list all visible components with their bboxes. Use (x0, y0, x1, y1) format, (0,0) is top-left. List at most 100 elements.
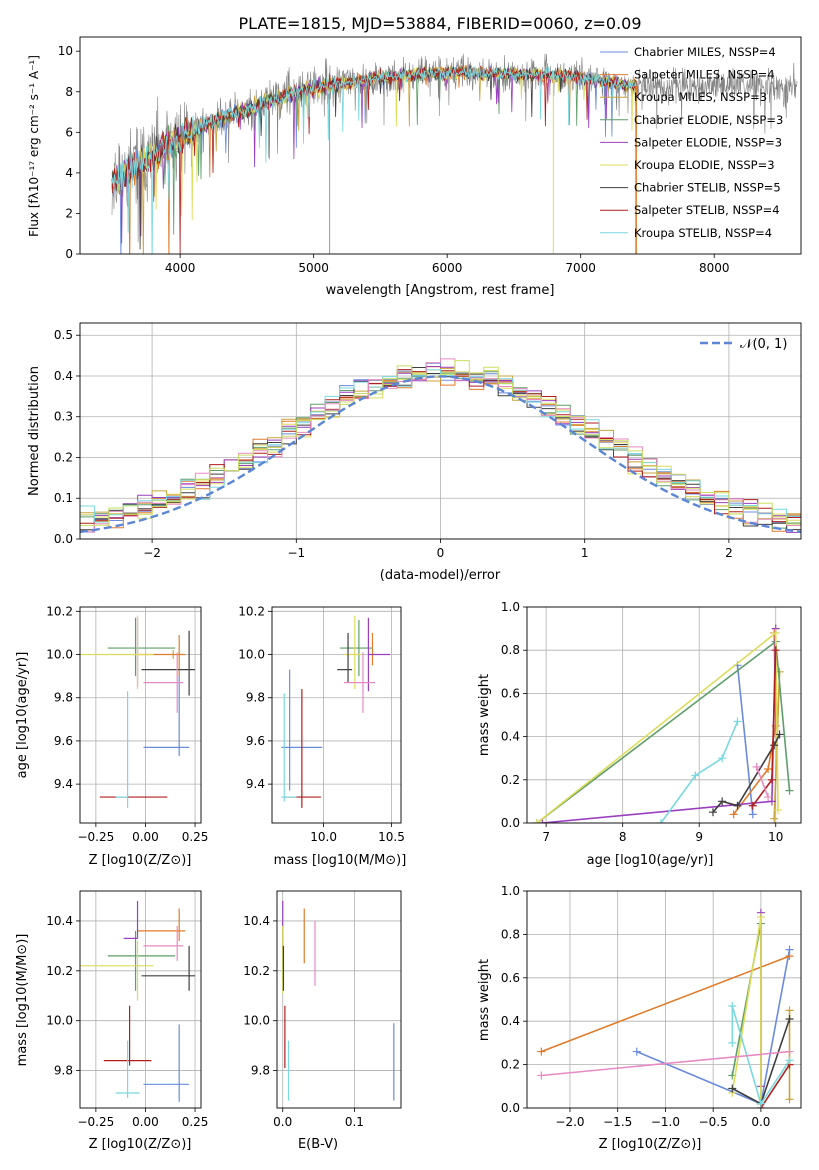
legend-label: Salpeter ELODIE, NSSP=3 (634, 135, 782, 149)
y-tick-label: 10 (58, 44, 73, 58)
residuals-plot: −2 −1 0 1 2 0.0 0.1 0.2 0.3 0.4 0.5 𝒩(0, 1) (54, 322, 802, 560)
errorbar-point (107, 930, 176, 991)
weight-marker (537, 1047, 546, 1056)
y-tick-label: 4 (65, 166, 73, 180)
mass-age-plot: 10.0 10.5 9.4 9.6 9.8 10.0 10.2 (238, 604, 405, 844)
weight-marker (728, 1038, 737, 1047)
ebv-mass-xlabel: E(B-V) (298, 1137, 338, 1152)
y-tick-label: 0.4 (54, 369, 73, 383)
errorbar-point (143, 652, 184, 713)
weight-marker (785, 1095, 794, 1104)
weight-marker (756, 913, 765, 922)
weight-marker (748, 810, 757, 819)
weight-marker (733, 801, 742, 810)
plot-area (80, 900, 196, 1102)
weight-marker (771, 646, 780, 655)
z-age-ylabel: age [log10(age/yr)] (15, 652, 30, 779)
y-tick-label: 0.2 (54, 450, 73, 464)
weight-marker (748, 801, 757, 810)
x-tick-label: 5000 (298, 261, 329, 275)
legend-label: Kroupa ELODIE, NSSP=3 (634, 158, 775, 172)
weight-line (660, 721, 739, 823)
x-tick-label: 0.25 (182, 830, 209, 844)
weight-marker (756, 1099, 765, 1108)
y-tick-label: 0.4 (501, 1014, 520, 1028)
weight-line (731, 1005, 791, 1106)
weight-marker (708, 808, 717, 817)
y-tick-label: 9.8 (251, 1064, 270, 1078)
x-tick-label: −0.25 (77, 1115, 114, 1129)
y-tick-label: 10.0 (238, 648, 265, 662)
plot-area (537, 908, 794, 1108)
age-weight-xlabel: age [log10(age/yr)] (587, 853, 714, 868)
z-weight-xlabel: Z [log10(Z/Z⊙)] (599, 1137, 702, 1152)
weight-marker (532, 819, 541, 823)
errorbar-point (123, 900, 139, 939)
y-tick-label: 10.2 (46, 964, 73, 978)
weight-marker (656, 819, 665, 823)
mass-age-xlabel: mass [log10(M/M⊙)] (274, 853, 407, 868)
normal-curve (80, 375, 801, 534)
errorbar-point (115, 1040, 140, 1099)
errorbar-point (143, 1024, 190, 1102)
x-tick-label: −2.0 (555, 1115, 584, 1129)
plot-area (80, 615, 196, 808)
weight-marker (728, 1084, 737, 1093)
errorbar-point (143, 925, 184, 961)
plot-area (532, 624, 794, 823)
y-tick-label: 0.2 (501, 1058, 520, 1072)
legend-label: Chabrier MILES, NSSP=4 (634, 45, 776, 59)
weight-marker (785, 1006, 794, 1015)
legend-label: 𝒩(0, 1) (740, 337, 787, 352)
weight-marker (537, 1071, 546, 1080)
y-tick-label: 0.8 (501, 643, 520, 657)
errorbar-point (107, 617, 176, 677)
weight-line (541, 1050, 790, 1077)
y-tick-label: 0.6 (501, 686, 520, 700)
errorbar-point (80, 940, 154, 1001)
spectrum-ylabel: Flux [fλ10⁻¹⁷ erg cm⁻² s⁻¹ A⁻¹] (27, 55, 41, 237)
y-tick-label: 10.0 (46, 1014, 73, 1028)
errorbar-point (281, 693, 297, 802)
plot-area (111, 53, 798, 254)
z-age-xlabel: Z [log10(Z/Z⊙)] (89, 853, 192, 868)
y-tick-label: 10.2 (46, 604, 73, 618)
weight-marker (771, 628, 780, 637)
y-tick-label: 10.0 (46, 648, 73, 662)
errorbar-point (343, 615, 362, 690)
weight-marker (767, 797, 776, 806)
weight-marker (774, 806, 783, 815)
y-tick-label: 0.1 (54, 491, 73, 505)
legend-label: Chabrier ELODIE, NSSP=3 (634, 113, 783, 127)
y-tick-label: 0.6 (501, 971, 520, 985)
y-tick-label: 0.8 (501, 927, 520, 941)
y-tick-label: 10.2 (238, 604, 265, 618)
legend-label: Chabrier STELIB, NSSP=5 (634, 181, 781, 195)
weight-marker (718, 797, 727, 806)
weight-marker (785, 1047, 794, 1056)
axes-frame (79, 890, 202, 1109)
axes-frame (276, 890, 402, 1109)
x-tick-label: 0.25 (182, 1115, 209, 1129)
x-tick-label: 8 (619, 830, 627, 844)
weight-line (755, 766, 769, 798)
weight-marker (775, 730, 784, 739)
y-tick-label: 0.2 (501, 773, 520, 787)
errorbar-point (80, 615, 154, 690)
errorbar-point (143, 676, 190, 757)
weight-marker (785, 952, 794, 961)
x-tick-label: 7 (542, 830, 550, 844)
weight-marker (632, 1047, 641, 1056)
y-tick-label: 0.4 (501, 730, 520, 744)
y-tick-label: 9.4 (246, 777, 265, 791)
x-tick-label: 0.0 (751, 1115, 770, 1129)
x-tick-label: 4000 (165, 261, 196, 275)
x-tick-label: 0.00 (132, 1115, 159, 1129)
weight-marker (718, 754, 727, 763)
model-kroupa_stelib (111, 66, 638, 254)
y-tick-label: 0.0 (501, 816, 520, 830)
legend-label: Kroupa MILES, NSSP=3 (634, 90, 767, 104)
plot-area (80, 358, 801, 534)
axes-frame (271, 606, 402, 824)
